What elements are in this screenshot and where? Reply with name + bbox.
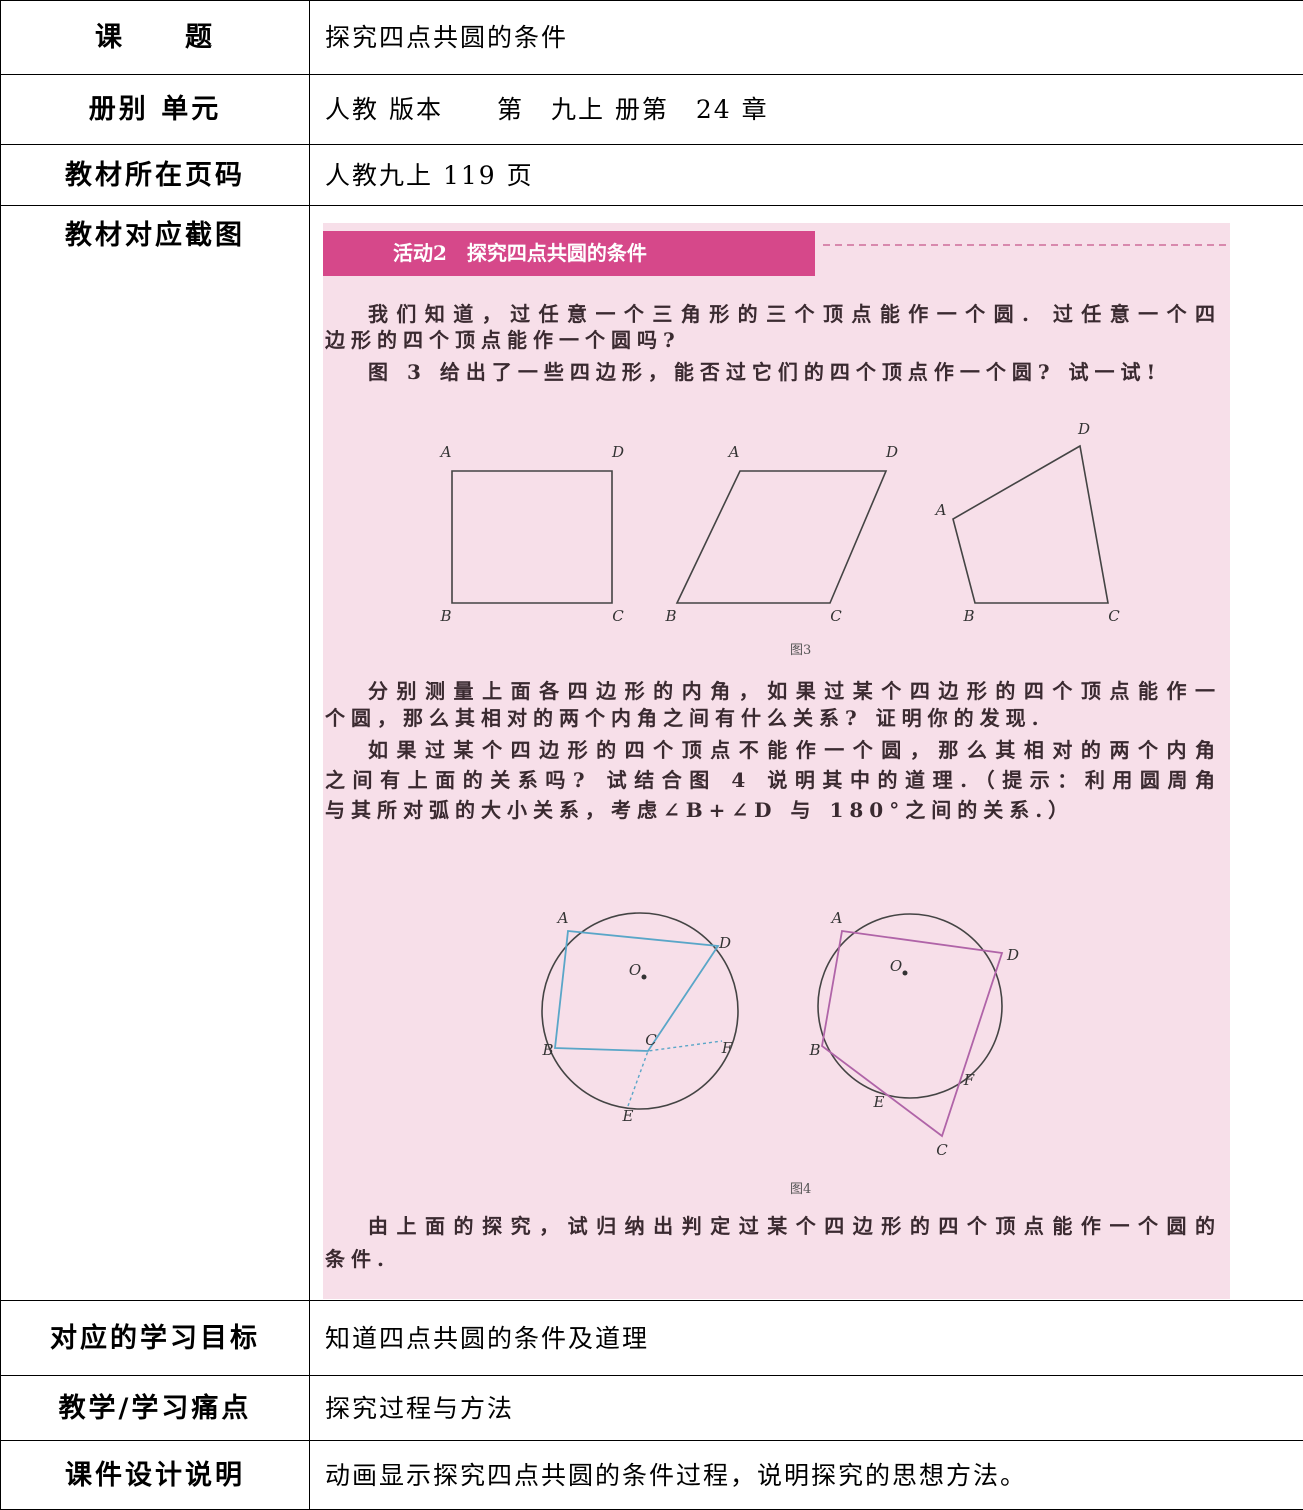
textbook-line: 边形的四个顶点能作一个圆吗? (324, 328, 681, 352)
point-label: B (808, 1041, 820, 1059)
textbook-line: 图 3 给出了一些四边形，能否过它们的四个顶点作一个圆? 试一试! (368, 360, 1161, 384)
point-label: D (1077, 420, 1090, 438)
row-content: 人教 版本 第 九上 册第 24 章 (325, 95, 769, 124)
textbook-line: 与其所对弧的大小关系，考虑∠B+∠D 与 180°之间的关系.） (325, 798, 1074, 822)
point-label: D (1006, 946, 1019, 964)
point-label: A (830, 909, 843, 927)
row-label: 课 题 (0, 1, 310, 74)
figure-caption: 图4 (790, 1182, 811, 1197)
quadrilateral (675, 470, 888, 604)
table-row: 对应的学习目标 知道四点共圆的条件及道理 (0, 1300, 1303, 1375)
center-dot (641, 974, 647, 980)
row-content: 知道四点共圆的条件及道理 (325, 1324, 650, 1353)
table-row: 册别 单元 人教 版本 第 九上 册第 24 章 (0, 74, 1303, 144)
textbook-line: 之间有上面的关系吗? 试结合图 4 说明其中的道理.（提示：利用圆周角 (325, 768, 1215, 792)
table-row: 教材所在页码 人教九上 119 页 (0, 144, 1303, 205)
row-label: 课件设计说明 (0, 1441, 310, 1509)
quadrilateral (553, 930, 720, 1052)
dotted-line (627, 1040, 723, 1107)
point-label: D (611, 443, 624, 461)
point-label: E (873, 1093, 885, 1111)
point-label: O (890, 957, 902, 975)
table-row: 教材对应截图 活动2 探究四点共圆的条件 我们知道，过任意一个三角形的三个顶点能作一… (0, 205, 1303, 1300)
circle (541, 912, 739, 1110)
point-label: A (439, 443, 452, 461)
point-label: A (556, 909, 569, 927)
row-label: 对应的学习目标 (0, 1301, 310, 1375)
figure-caption: 图3 (790, 643, 811, 658)
table-row: 教学/学习痛点 探究过程与方法 (0, 1375, 1303, 1440)
row-content: 动画显示探究四点共圆的条件过程，说明探究的思想方法。 (325, 1461, 1028, 1490)
point-label: B (541, 1041, 553, 1059)
point-label: B (664, 607, 676, 625)
point-label: E (622, 1107, 634, 1125)
heading-bar (323, 231, 815, 276)
textbook-line: 个圆，那么其相对的两个内角之间有什么关系? 证明你的发现. (324, 706, 1045, 730)
point-label: B (439, 607, 451, 625)
quadrilateral (821, 929, 1004, 1138)
point-label: C (830, 607, 842, 625)
circle (817, 913, 1003, 1099)
center-dot (902, 970, 908, 976)
point-label: C (1108, 607, 1120, 625)
point-label: D (885, 443, 898, 461)
row-content: 人教九上 119 页 (325, 161, 534, 190)
row-content: 探究四点共圆的条件 (325, 23, 569, 52)
point-label: C (645, 1031, 657, 1049)
row-label: 册别 单元 (0, 75, 310, 144)
point-label: A (727, 443, 740, 461)
row-label: 教材对应截图 (0, 206, 310, 1300)
table-row: 课 题探究四点共圆的条件 (0, 0, 1303, 74)
image-bg (323, 223, 1230, 1299)
point-label: A (934, 501, 947, 519)
row-content: 探究过程与方法 (325, 1394, 515, 1423)
point-label: F (963, 1071, 975, 1089)
point-label: B (962, 607, 974, 625)
quadrilateral (952, 444, 1109, 604)
heading: 活动2 探究四点共圆的条件 (393, 241, 647, 265)
point-label: C (612, 607, 624, 625)
point-label: D (718, 934, 731, 952)
quadrilateral (451, 470, 613, 604)
textbook-line: 条件. (325, 1247, 390, 1271)
point-label: F (721, 1039, 733, 1057)
point-label: C (936, 1141, 948, 1159)
row-label: 教材所在页码 (0, 145, 310, 205)
point-label: O (629, 961, 641, 979)
table-row: 课件设计说明 动画显示探究四点共圆的条件过程，说明探究的思想方法。 (0, 1440, 1303, 1510)
row-label: 教学/学习痛点 (0, 1376, 310, 1440)
